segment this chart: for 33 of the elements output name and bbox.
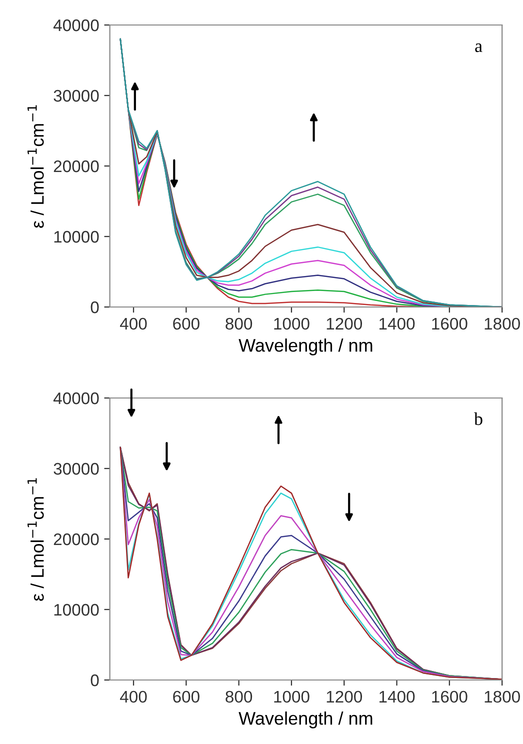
x-tick-label: 1200 <box>326 318 362 330</box>
x-axis-title: Wavelength / nm <box>238 712 372 728</box>
annotation: a <box>475 43 482 52</box>
x-axis-title: Wavelength / nm <box>238 338 372 356</box>
x-tick-label: 400 <box>120 690 147 703</box>
y-tick-label: 20000 <box>54 533 99 546</box>
y-tick-label: 10000 <box>54 230 99 243</box>
x-tick-label: 1000 <box>274 318 310 330</box>
x-tick-label: 800 <box>226 690 252 703</box>
x-tick-label: 1400 <box>380 690 415 703</box>
x-tick-label: 600 <box>173 318 200 330</box>
line-series <box>120 446 502 680</box>
y-tick-label: 20000 <box>54 160 99 172</box>
y-axis-title: ε / Lmol$^{−1}$cm$^{−1}$ <box>28 105 44 228</box>
y-tick-label: 40000 <box>53 19 99 32</box>
y-tick-label: 30000 <box>54 462 99 475</box>
x-tick-label: 1000 <box>274 690 310 703</box>
x-tick-label: 400 <box>120 318 147 330</box>
x-tick-label: 1800 <box>484 690 520 703</box>
x-tick-label: 1600 <box>432 690 468 703</box>
x-tick-label: 1600 <box>432 318 468 330</box>
x-tick-label: 1400 <box>380 318 415 330</box>
x-tick-label: 800 <box>226 318 252 330</box>
x-tick-label: 600 <box>173 690 200 703</box>
x-tick-label: 1800 <box>484 318 520 330</box>
x-tick-label: 1200 <box>326 690 362 703</box>
y-tick-label: 0 <box>90 674 99 686</box>
y-tick-label: 30000 <box>54 90 99 102</box>
annotation: b <box>474 412 482 426</box>
y-tick-label: 10000 <box>54 604 99 616</box>
y-tick-label: 40000 <box>53 392 99 404</box>
y-tick-label: 0 <box>90 301 99 314</box>
y-axis-title: ε / Lmol$^{−1}$cm$^{−1}$ <box>28 478 44 601</box>
